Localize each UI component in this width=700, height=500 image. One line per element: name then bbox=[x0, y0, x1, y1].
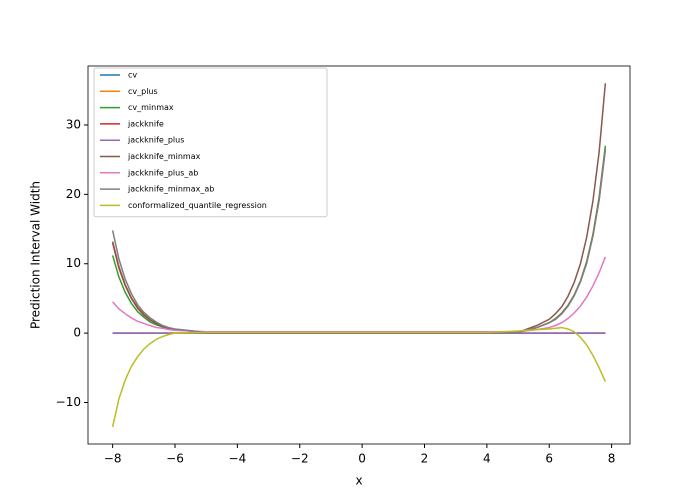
x-tick-label: −2 bbox=[291, 452, 309, 466]
legend-label: jackknife_minmax bbox=[127, 152, 201, 161]
y-tick-label: −10 bbox=[56, 395, 81, 409]
y-tick-label: 0 bbox=[73, 326, 81, 340]
legend-label: jackknife bbox=[127, 119, 164, 128]
axes-frame bbox=[87, 65, 631, 445]
legend-label: conformalized_quantile_regression bbox=[128, 201, 267, 210]
x-tick-label: 0 bbox=[358, 452, 366, 466]
x-tick-label: 2 bbox=[421, 452, 429, 466]
y-tick-label: 20 bbox=[66, 187, 81, 201]
legend-label: jackknife_plus bbox=[127, 136, 184, 145]
legend-label: cv bbox=[128, 71, 137, 80]
x-tick-label: 6 bbox=[545, 452, 553, 466]
legend-label: cv_minmax bbox=[128, 103, 174, 112]
x-tick-label: −6 bbox=[166, 452, 184, 466]
plot-area bbox=[111, 83, 607, 427]
x-tick-label: 8 bbox=[608, 452, 616, 466]
x-tick-label: −8 bbox=[104, 452, 122, 466]
y-tick-label: 30 bbox=[66, 117, 81, 131]
legend-label: cv_plus bbox=[128, 87, 158, 96]
x-tick-label: −4 bbox=[229, 452, 247, 466]
y-tick-label: 10 bbox=[66, 256, 81, 270]
x-tick-label: 4 bbox=[483, 452, 491, 466]
series-line bbox=[112, 256, 607, 333]
y-axis-label: Prediction Interval Width bbox=[29, 181, 43, 329]
legend-label: jackknife_plus_ab bbox=[127, 168, 198, 177]
series-line bbox=[111, 326, 607, 427]
legend-label: jackknife_minmax_ab bbox=[127, 185, 214, 194]
legend-box bbox=[93, 67, 328, 218]
x-axis-label: x bbox=[355, 474, 362, 488]
